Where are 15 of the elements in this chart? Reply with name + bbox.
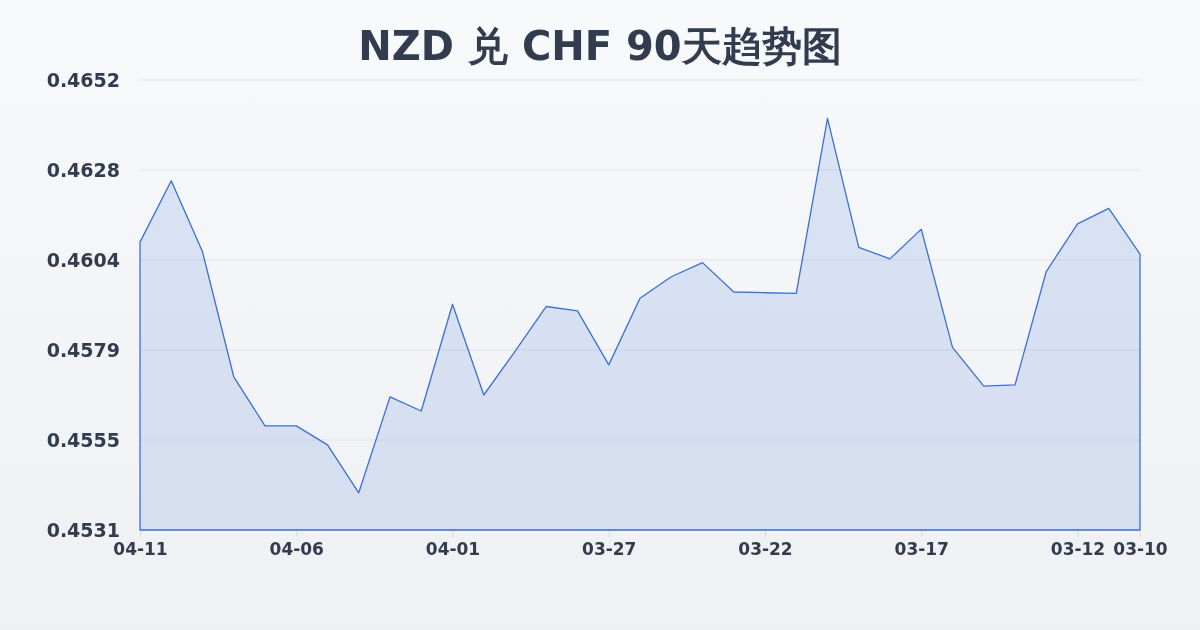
y-tick-label: 0.4628 <box>46 158 120 181</box>
y-tick-label: 0.4652 <box>46 68 120 91</box>
x-tick-label: 03-17 <box>894 539 949 560</box>
x-tick-label: 04-11 <box>113 539 168 560</box>
x-tick-label: 03-27 <box>582 539 637 560</box>
x-tick-label: 04-06 <box>269 539 324 560</box>
x-tick-label: 03-10 <box>1113 539 1168 560</box>
y-tick-label: 0.4604 <box>46 248 120 271</box>
y-tick-label: 0.4579 <box>46 338 120 361</box>
x-tick-label: 03-22 <box>738 539 793 560</box>
chart-title: NZD 兑 CHF 90天趋势图 <box>358 23 842 69</box>
x-tick-label: 04-01 <box>425 539 481 560</box>
x-tick-label: 03-12 <box>1050 539 1106 560</box>
y-tick-label: 0.4555 <box>46 428 120 451</box>
y-tick-label: 0.4531 <box>46 518 120 541</box>
